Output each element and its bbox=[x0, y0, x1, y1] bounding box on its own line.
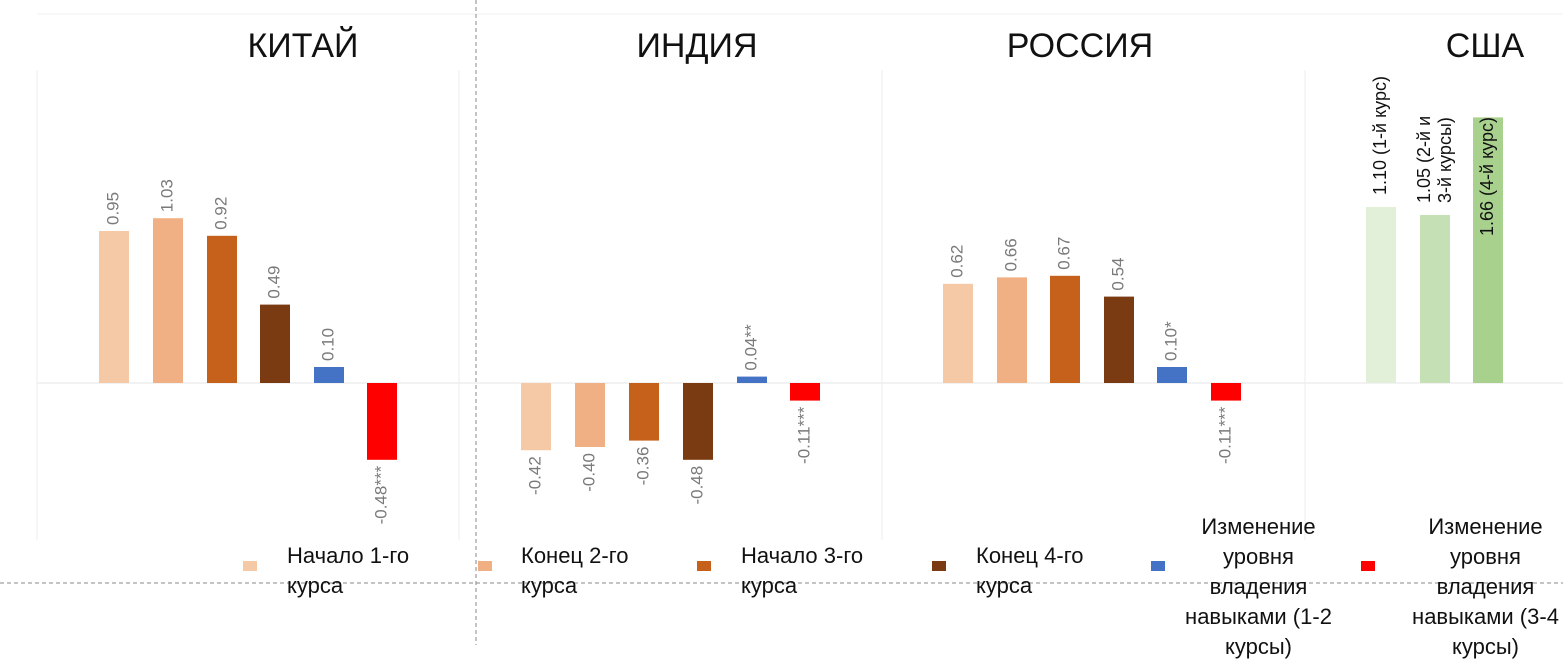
data-label: 0.04** bbox=[741, 324, 760, 371]
data-label: 0.10* bbox=[1161, 321, 1180, 361]
data-label: 1.05 (2-й и3-й курсы) bbox=[1414, 116, 1455, 203]
bar bbox=[260, 304, 290, 383]
legend-swatch bbox=[932, 561, 946, 571]
panel-india: ИНДИЯ -0.42 -0.40 -0.36 -0.48 0.04** -0.11*** bbox=[521, 27, 820, 505]
data-label: 0.95 bbox=[103, 192, 122, 225]
legend-label: Начало 3-го курса bbox=[741, 543, 864, 598]
bar bbox=[1366, 207, 1396, 383]
data-label: -0.36 bbox=[633, 447, 652, 486]
bar bbox=[737, 376, 767, 383]
panel-russia: РОССИЯ 0.62 0.66 0.67 0.54 0.10* -0.11*** bbox=[943, 27, 1241, 464]
legend-label: Начало 1-го курса bbox=[287, 543, 410, 598]
data-label: 0.67 bbox=[1054, 237, 1073, 270]
chart-canvas: КИТАЙ 0.95 1.03 0.92 0.49 0.10 -0.48*** ИНДИЯ -0… bbox=[0, 0, 1563, 645]
data-label: -0.48 bbox=[687, 466, 706, 505]
bar bbox=[790, 383, 820, 401]
legend-swatch bbox=[1361, 561, 1375, 571]
panel-usa: США 1.10 (1-й курс) 1.05 (2-й и3-й курсы) 1… bbox=[1366, 27, 1525, 384]
panel-title: КИТАЙ bbox=[248, 27, 359, 65]
bar bbox=[314, 367, 344, 383]
bar bbox=[1473, 117, 1503, 384]
bar bbox=[153, 218, 183, 383]
data-label: -0.48*** bbox=[371, 465, 390, 524]
bar bbox=[1420, 215, 1450, 383]
bar bbox=[207, 235, 237, 383]
panel-title: ИНДИЯ bbox=[636, 27, 757, 65]
panel-title: США bbox=[1446, 27, 1525, 65]
panel-title: РОССИЯ bbox=[1007, 27, 1153, 65]
data-label: 0.92 bbox=[211, 197, 230, 230]
legend-label: Изменение уровня владения навыками (1-2 … bbox=[1185, 514, 1332, 659]
bar bbox=[1050, 275, 1080, 383]
legend-swatch bbox=[243, 561, 257, 571]
bar bbox=[997, 277, 1027, 383]
legend-swatch bbox=[1151, 561, 1165, 571]
legend-label: Изменение уровня владения навыками (3-4 … bbox=[1412, 514, 1559, 659]
bar bbox=[1104, 296, 1134, 383]
data-label: -0.11*** bbox=[794, 406, 813, 464]
bar bbox=[629, 383, 659, 441]
data-label: 0.66 bbox=[1001, 238, 1020, 271]
data-label: 1.66 (4-й курс) bbox=[1477, 117, 1497, 236]
legend-label: Конец 2-го курса bbox=[521, 543, 629, 598]
legend-swatch bbox=[478, 561, 492, 571]
legend-swatch bbox=[697, 561, 711, 571]
bar bbox=[683, 383, 713, 460]
bar bbox=[99, 231, 129, 383]
legend-label: Конец 4-го курса bbox=[976, 543, 1084, 598]
bar bbox=[367, 383, 397, 460]
data-label: 1.10 (1-й курс) bbox=[1370, 76, 1390, 195]
bar bbox=[1157, 367, 1187, 383]
data-label: 0.62 bbox=[947, 245, 966, 278]
data-label: -0.40 bbox=[579, 453, 598, 492]
data-label: 1.03 bbox=[157, 179, 176, 212]
data-label: 0.49 bbox=[264, 266, 283, 299]
data-label: -0.42 bbox=[525, 456, 544, 495]
chart-panels: КИТАЙ 0.95 1.03 0.92 0.49 0.10 -0.48*** ИНДИЯ -0… bbox=[99, 27, 1525, 524]
bar bbox=[521, 383, 551, 451]
bar bbox=[943, 283, 973, 383]
data-label: -0.11*** bbox=[1215, 406, 1234, 464]
legend: Начало 1-го курса Конец 2-го курса Начало … bbox=[243, 514, 1559, 659]
bar bbox=[575, 383, 605, 447]
data-label: 0.10 bbox=[318, 328, 337, 361]
bar bbox=[1211, 383, 1241, 401]
panel-china: КИТАЙ 0.95 1.03 0.92 0.49 0.10 -0.48*** bbox=[99, 27, 397, 524]
chart-frame bbox=[0, 0, 1563, 645]
data-label: 0.54 bbox=[1108, 258, 1127, 291]
